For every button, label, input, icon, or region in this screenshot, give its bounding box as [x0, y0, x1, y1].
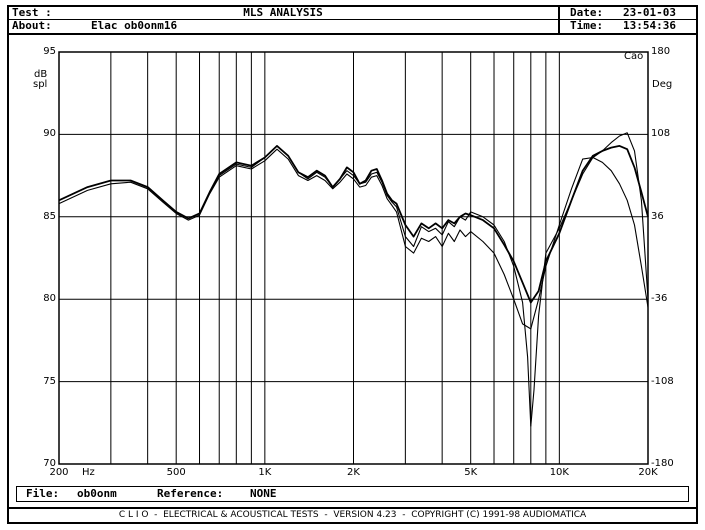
plot-border	[58, 51, 649, 465]
y-tick-label: 80	[43, 293, 56, 305]
y2-tick-label: 36	[651, 210, 664, 222]
x-tick-label: 10K	[549, 467, 569, 478]
y-tick-label: 90	[43, 128, 56, 140]
y-axis-label-line2: spl	[33, 79, 48, 90]
date-value: 23-01-03	[623, 6, 676, 19]
chart-title: MLS ANALYSIS	[243, 6, 323, 19]
test-label: Test :	[12, 6, 52, 19]
time-value: 13:54:36	[623, 19, 676, 32]
y-tick-label: 95	[43, 46, 56, 57]
reference-value: NONE	[250, 487, 277, 500]
y-tick-label: 75	[43, 375, 56, 387]
y-axis-label-line1: dB	[34, 69, 48, 80]
response-curve-1	[58, 144, 649, 304]
bottom-bar-rule	[9, 507, 696, 509]
y2-tick-label: -36	[651, 293, 668, 305]
response-curve-3	[58, 148, 649, 330]
x-axis-unit-label: Hz	[82, 467, 95, 478]
header-divider	[9, 19, 696, 20]
y2-tick-label: 108	[651, 128, 671, 140]
file-box-right	[688, 486, 689, 502]
time-label: Time:	[570, 19, 604, 32]
copyright-bar: C L I O - ELECTRICAL & ACOUSTICAL TESTS …	[118, 510, 587, 520]
reference-label: Reference:	[157, 487, 224, 500]
header-row-about: About: Elac ob0onm16 Time: 13:54:36	[9, 19, 696, 33]
y2-tick-label: -108	[651, 375, 674, 387]
x-tick-label: 1K	[258, 467, 272, 478]
header-separator	[558, 7, 560, 34]
x-tick-label: 20K	[638, 467, 658, 478]
x-tick-label: 5K	[464, 467, 478, 478]
about-value: Elac ob0onm16	[91, 19, 178, 32]
file-label: File:	[26, 487, 60, 500]
x-tick-label: 2K	[347, 467, 360, 478]
x-tick-label: 200	[49, 467, 69, 478]
y2-axis-label: Deg	[652, 79, 673, 90]
window-frame	[7, 5, 698, 524]
file-box-left	[16, 486, 17, 502]
file-box-top	[16, 486, 689, 487]
about-label: About:	[12, 19, 52, 32]
date-label: Date:	[570, 6, 604, 19]
y-tick-label: 70	[43, 458, 56, 469]
y-tick-label: 85	[43, 210, 56, 222]
file-box-bottom	[16, 501, 689, 502]
file-value: ob0onm	[77, 487, 117, 500]
x-tick-label: 500	[166, 467, 186, 478]
phase-label: Cāo	[624, 51, 644, 62]
y2-tick-label: -180	[651, 458, 674, 469]
header-row-test: Test : MLS ANALYSIS Date: 23-01-03	[9, 6, 696, 20]
response-curve-2	[58, 132, 649, 427]
y2-tick-label: 180	[651, 46, 671, 57]
header-bottom-rule	[9, 33, 696, 35]
